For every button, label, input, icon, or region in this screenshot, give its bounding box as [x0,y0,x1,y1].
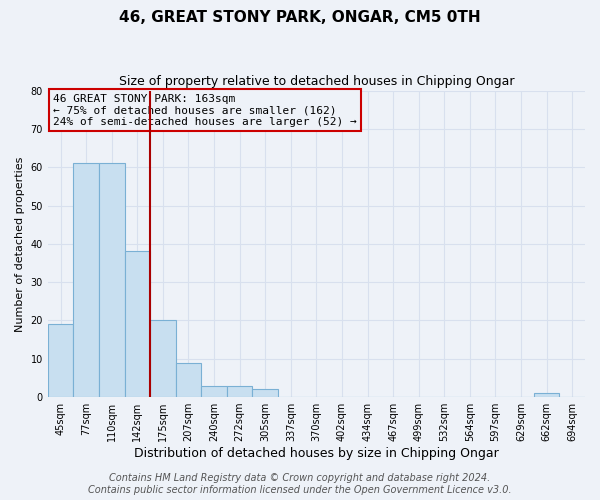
Bar [201,386,227,397]
Bar [48,324,73,397]
Text: Contains HM Land Registry data © Crown copyright and database right 2024.
Contai: Contains HM Land Registry data © Crown c… [88,474,512,495]
Bar [125,252,150,397]
X-axis label: Distribution of detached houses by size in Chipping Ongar: Distribution of detached houses by size … [134,447,499,460]
Title: Size of property relative to detached houses in Chipping Ongar: Size of property relative to detached ho… [119,75,514,88]
Bar [150,320,176,397]
Bar [253,390,278,397]
Bar [534,394,559,397]
Text: 46, GREAT STONY PARK, ONGAR, CM5 0TH: 46, GREAT STONY PARK, ONGAR, CM5 0TH [119,10,481,25]
Bar [227,386,253,397]
Bar [73,164,99,397]
Y-axis label: Number of detached properties: Number of detached properties [15,156,25,332]
Text: 46 GREAT STONY PARK: 163sqm
← 75% of detached houses are smaller (162)
24% of se: 46 GREAT STONY PARK: 163sqm ← 75% of det… [53,94,357,127]
Bar [99,164,125,397]
Bar [176,362,201,397]
